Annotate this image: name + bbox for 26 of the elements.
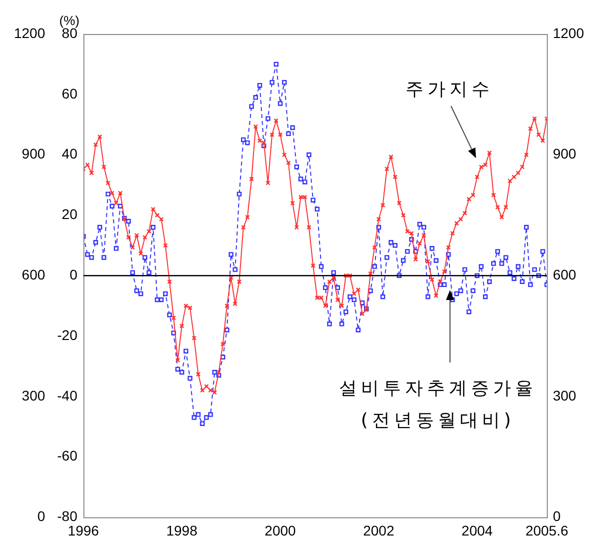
y-tick-label: -60 xyxy=(57,448,78,464)
x-tick-label: 1998 xyxy=(166,522,198,538)
y-tick-label: 20 xyxy=(62,206,78,222)
y2-tick-label: 1200 xyxy=(552,24,584,41)
y2-tick-label: 900 xyxy=(552,146,576,162)
y3-tick-label: 1200 xyxy=(14,24,46,41)
y-tick-label: 60 xyxy=(62,85,78,102)
x-tick-label: 2002 xyxy=(363,522,394,538)
y-tick-label: -80 xyxy=(57,508,78,524)
y3-tick-label: 0 xyxy=(37,508,46,524)
text: 설비투자추계증가율 (전년동월대비) xyxy=(338,378,537,432)
y3-tick-label: 600 xyxy=(22,266,46,282)
y-tick-label: 0 xyxy=(70,266,78,282)
x-tick-label: 2000 xyxy=(264,522,296,538)
y3-tick-label: 900 xyxy=(22,146,46,162)
y3-tick-label: 300 xyxy=(22,387,46,404)
y2-tick-label: 600 xyxy=(552,266,576,282)
y-tick-label: -40 xyxy=(57,387,78,404)
x-tick-label: 2004 xyxy=(462,522,493,538)
y-tick-label: 40 xyxy=(62,146,78,162)
y-tick-label: -20 xyxy=(57,326,78,343)
text: 주가지수 xyxy=(404,78,495,102)
y2-tick-label: 300 xyxy=(552,387,576,404)
x-tick-label: 1996 xyxy=(68,522,100,538)
y2-tick-label: 0 xyxy=(552,508,561,524)
x-tick-label: 2005.6 xyxy=(525,522,568,538)
